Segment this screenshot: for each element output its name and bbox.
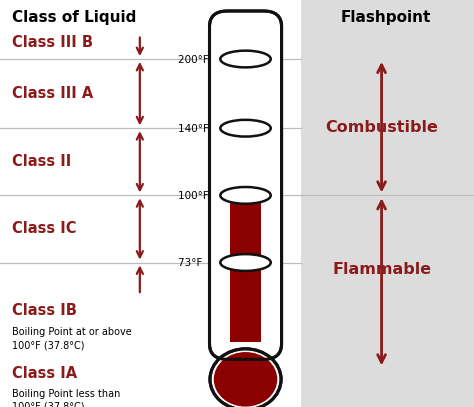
Ellipse shape <box>220 50 271 68</box>
Text: Combustible: Combustible <box>325 120 438 135</box>
Text: Class III B: Class III B <box>12 35 93 50</box>
Text: 73°F  (22°C): 73°F (22°C) <box>178 258 243 267</box>
Text: Boiling Point less than
100°F (37.8°C): Boiling Point less than 100°F (37.8°C) <box>12 389 120 407</box>
Text: Flashpoint: Flashpoint <box>341 10 431 25</box>
Text: Class IA: Class IA <box>12 366 77 381</box>
Text: 140°F (60°C): 140°F (60°C) <box>178 123 246 133</box>
Circle shape <box>214 352 277 407</box>
Circle shape <box>210 349 281 407</box>
Ellipse shape <box>220 254 271 271</box>
Ellipse shape <box>220 120 271 137</box>
Text: 200°F (93°C): 200°F (93°C) <box>178 54 246 64</box>
Text: Flammable: Flammable <box>332 262 431 277</box>
Bar <box>301 0 474 407</box>
Text: Class of Liquid: Class of Liquid <box>12 10 136 25</box>
Bar <box>230 193 261 342</box>
FancyBboxPatch shape <box>210 11 282 359</box>
Text: Class III A: Class III A <box>12 86 93 101</box>
Text: Class II: Class II <box>12 154 71 169</box>
Text: Class IB: Class IB <box>12 303 77 318</box>
Text: Boiling Point at or above
100°F (37.8°C): Boiling Point at or above 100°F (37.8°C) <box>12 327 132 350</box>
Text: Class IC: Class IC <box>12 221 76 236</box>
Text: 100°F (37.8°C): 100°F (37.8°C) <box>178 190 255 200</box>
Ellipse shape <box>220 187 271 204</box>
